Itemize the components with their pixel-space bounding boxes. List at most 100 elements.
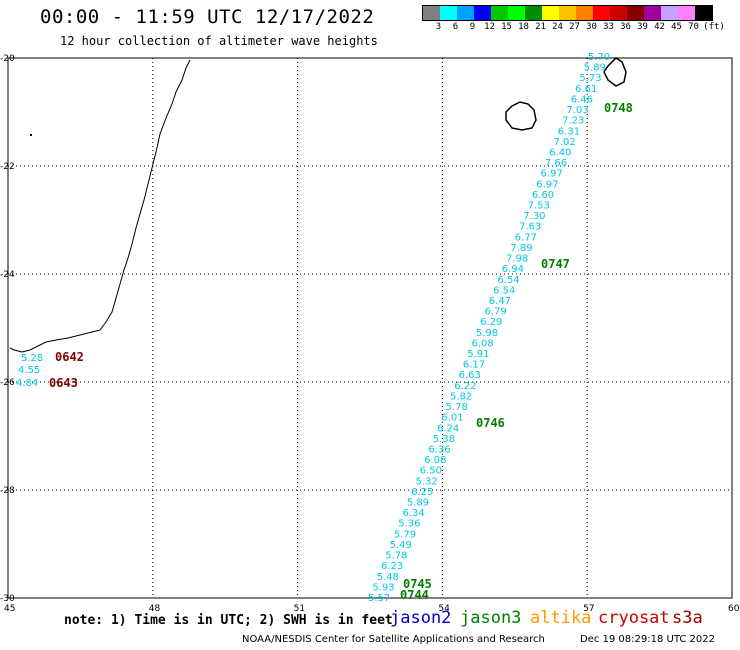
swh-value: 5.93 [372, 582, 394, 593]
swh-value: 6.29 [480, 317, 502, 328]
color-scale-label: 9 [469, 22, 476, 32]
swh-value: 6.54 [493, 285, 515, 296]
color-swatch [474, 6, 491, 20]
lon-tick-label: 48 [149, 604, 161, 614]
swh-value-west: 4.55 [18, 365, 40, 376]
color-swatch [627, 6, 644, 20]
color-scale-unit: (ft) [703, 22, 725, 32]
swh-value: 6.25 [411, 487, 433, 498]
small-islet [30, 134, 32, 136]
swh-value: 5.38 [433, 434, 455, 445]
swh-value: 7.66 [545, 158, 567, 169]
swh-value: 6.40 [549, 147, 571, 158]
swh-value: 6.63 [459, 370, 481, 381]
lat-tick-label: -26 [0, 378, 15, 388]
color-scale-label: 27 [569, 22, 580, 32]
swh-value: 5.98 [476, 328, 498, 339]
color-scale-label: 30 [586, 22, 597, 32]
color-scale-label: 12 [484, 22, 495, 32]
lon-tick-label: 45 [4, 604, 15, 614]
pass-time-label: 0745 [403, 577, 432, 591]
lon-tick-label: 57 [583, 604, 594, 614]
color-swatch [491, 6, 508, 20]
color-scale-label: 42 [654, 22, 665, 32]
axis-labels: 45 48 51 54 57 60 -20 -22 -24 -26 -28 -30 [0, 54, 740, 614]
pass-time-label: 0748 [604, 101, 633, 115]
swh-value: 6.61 [575, 84, 597, 95]
color-swatch [644, 6, 661, 20]
color-swatch [559, 6, 576, 20]
swh-value: 5.78 [446, 402, 468, 413]
swh-value: 7.63 [519, 222, 541, 233]
mauritius-island-outline [603, 57, 627, 87]
page-subtitle: 12 hour collection of altimeter wave hei… [60, 34, 378, 48]
madagascar-coastline [9, 59, 191, 353]
satellite-name-altika: altika [530, 608, 592, 628]
color-swatch [593, 6, 610, 20]
swh-value: 6.97 [536, 179, 558, 190]
swh-value: 6.77 [515, 232, 537, 243]
map-grid [8, 58, 732, 598]
swh-value: 5.89 [407, 498, 429, 509]
reunion-island-outline [505, 101, 537, 131]
swh-value: 7.53 [528, 201, 550, 212]
color-swatch [423, 6, 440, 20]
lon-tick-label: 51 [294, 604, 305, 614]
pass-time-label-west: 0642 [55, 350, 84, 364]
swh-value: 7.23 [562, 116, 584, 127]
pass-time-label: 0747 [541, 257, 570, 271]
swh-value: 6.60 [532, 190, 554, 201]
pass-time-label: 0744 [400, 588, 429, 602]
satellite-track-west: 5.284.55 4.84 0642 0643 [16, 350, 84, 390]
color-swatch [440, 6, 457, 20]
satellite-name-jason2: jason2 [390, 608, 452, 628]
satellite-name-s3a: s3a [672, 608, 703, 628]
color-swatch [678, 6, 695, 20]
swh-value: 7.89 [510, 243, 532, 254]
swh-value: 6.22 [454, 381, 476, 392]
color-scale-label: 33 [603, 22, 614, 32]
swh-value: 5.73 [579, 73, 601, 84]
color-scale-label: 39 [637, 22, 648, 32]
color-scale-label: 3 [435, 22, 442, 32]
swh-value: 6.47 [489, 296, 511, 307]
pass-time-label: 0746 [476, 416, 505, 430]
color-scale-label: 36 [620, 22, 631, 32]
swh-value: 6.34 [403, 508, 425, 519]
satellite-track: 5.705.895.736.616.467.037.236.317.026.40… [368, 52, 633, 604]
swh-value: 7.02 [553, 137, 575, 148]
swh-value: 6.46 [571, 94, 593, 105]
pass-time-label-west: 0643 [49, 376, 78, 390]
swh-value-west: 4.84 [16, 378, 38, 389]
swh-value: 6.36 [428, 444, 450, 455]
color-swatch [661, 6, 678, 20]
swh-value: 6.17 [463, 360, 485, 371]
color-swatch [508, 6, 525, 20]
swh-value: 5.91 [467, 349, 489, 360]
map-frame [7, 57, 733, 599]
swh-value: 6.08 [424, 455, 446, 466]
swh-value: 6.23 [381, 561, 403, 572]
lon-tick-label: 60 [728, 604, 740, 614]
lon-tick-label: 54 [438, 604, 450, 614]
lat-tick-label: -30 [0, 594, 15, 604]
swh-value: 7.98 [506, 254, 528, 265]
swh-value: 5.57 [368, 593, 390, 604]
swh-value: 5.32 [415, 476, 437, 487]
color-scale-label: 15 [501, 22, 512, 32]
color-scale-label: 18 [518, 22, 529, 32]
footer-credit: NOAA/NESDIS Center for Satellite Applica… [242, 634, 545, 645]
swh-value: 6.94 [502, 264, 524, 275]
swh-value: 5.36 [398, 519, 420, 530]
color-swatch [457, 6, 474, 20]
color-swatch [542, 6, 559, 20]
lat-tick-label: -28 [0, 486, 15, 496]
lat-tick-label: -22 [0, 162, 15, 172]
swh-value: 6.50 [420, 466, 442, 477]
swh-value: 7.03 [566, 105, 588, 116]
swh-value: 6.08 [472, 338, 494, 349]
color-scale-label: 24 [552, 22, 563, 32]
color-swatch [695, 6, 712, 20]
swh-value: 6.54 [497, 275, 519, 286]
